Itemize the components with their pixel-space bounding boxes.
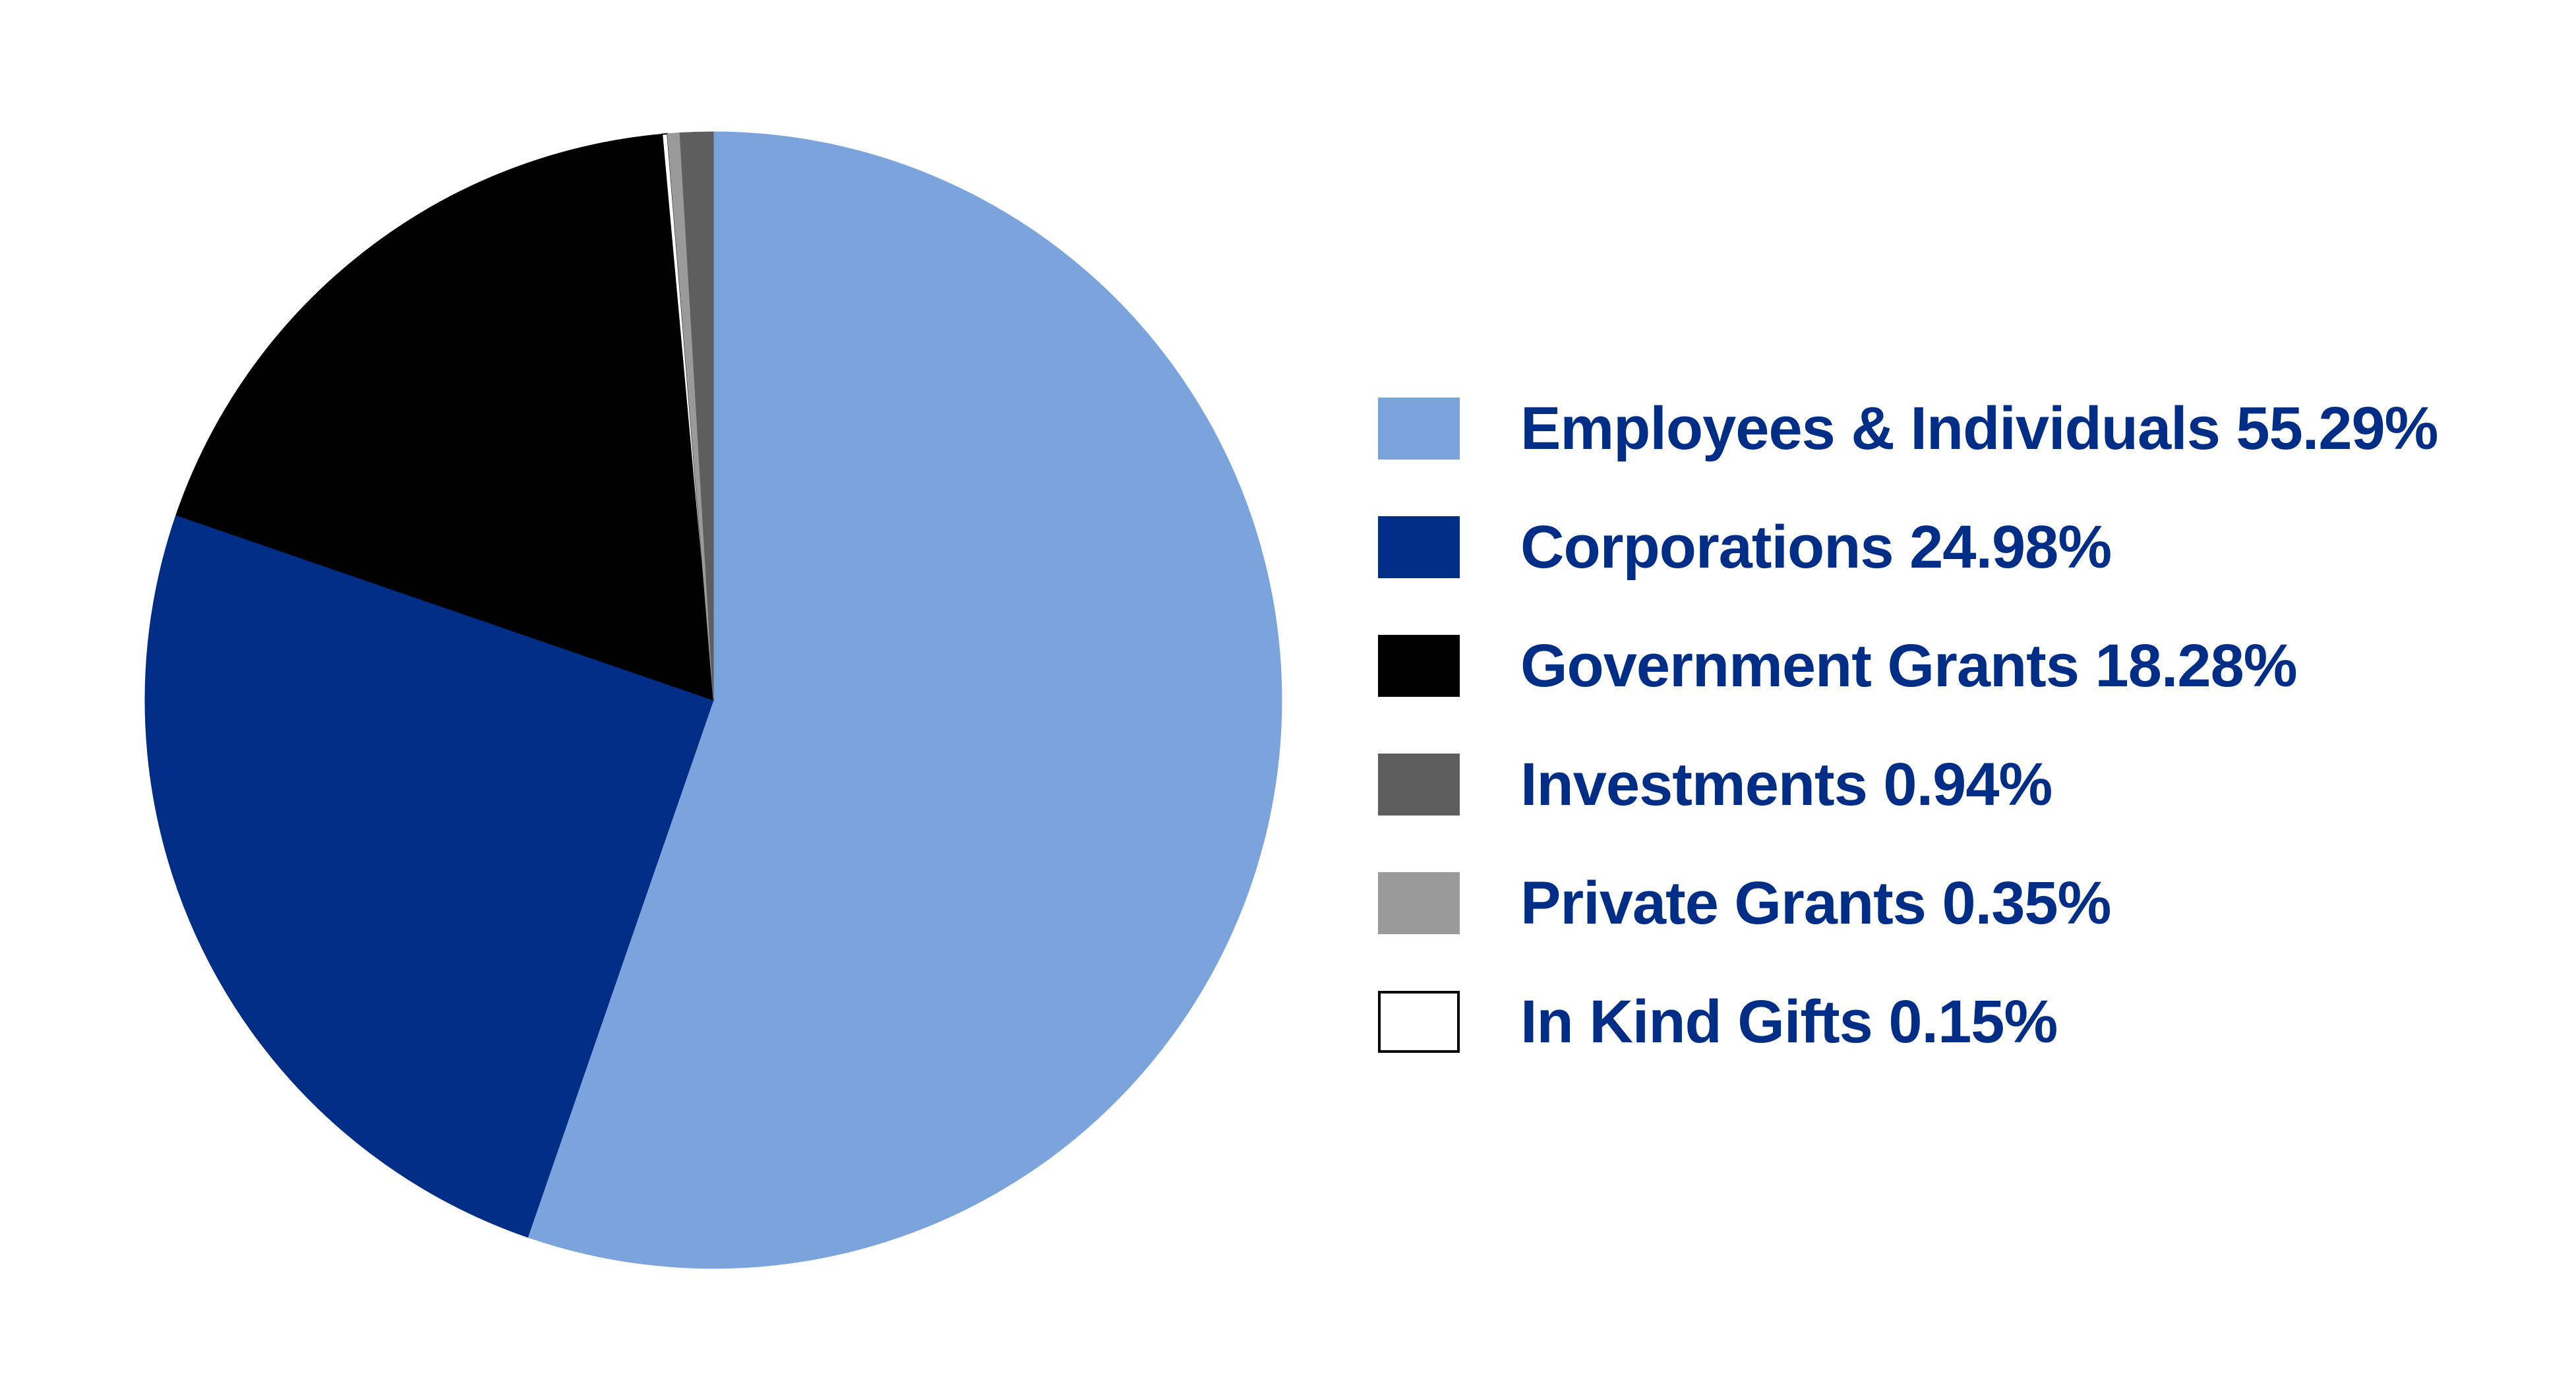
legend-swatch <box>1378 398 1460 459</box>
pie-slice-investments <box>679 131 714 701</box>
pie-slice-corporations <box>144 514 714 1238</box>
pie-slice-government-grants <box>175 133 714 701</box>
legend-label: Corporations 24.98% <box>1520 513 2112 581</box>
legend-item-private-grants: Private Grants 0.35% <box>1378 844 2552 963</box>
legend-item-in-kind-gifts: In Kind Gifts 0.15% <box>1378 963 2552 1081</box>
pie-slice-employees-individuals <box>527 131 1282 1269</box>
legend-swatch <box>1378 872 1460 934</box>
legend-item-investments: Investments 0.94% <box>1378 725 2552 844</box>
legend-swatch <box>1378 516 1460 578</box>
legend-item-government-grants: Government Grants 18.28% <box>1378 607 2552 725</box>
legend-swatch <box>1378 991 1460 1053</box>
legend-item-corporations: Corporations 24.98% <box>1378 488 2552 607</box>
legend-item-employees-individuals: Employees & Individuals 55.29% <box>1378 369 2552 488</box>
legend-label: In Kind Gifts 0.15% <box>1520 988 2058 1055</box>
legend-label: Investments 0.94% <box>1520 750 2052 818</box>
legend-swatch <box>1378 635 1460 697</box>
legend-swatch <box>1378 754 1460 815</box>
legend-label: Employees & Individuals 55.29% <box>1520 394 2438 462</box>
legend: Employees & Individuals 55.29% Corporatio… <box>1378 369 2552 1081</box>
legend-label: Private Grants 0.35% <box>1520 869 2111 937</box>
pie-chart <box>144 131 1282 1269</box>
legend-label: Government Grants 18.28% <box>1520 632 2298 699</box>
